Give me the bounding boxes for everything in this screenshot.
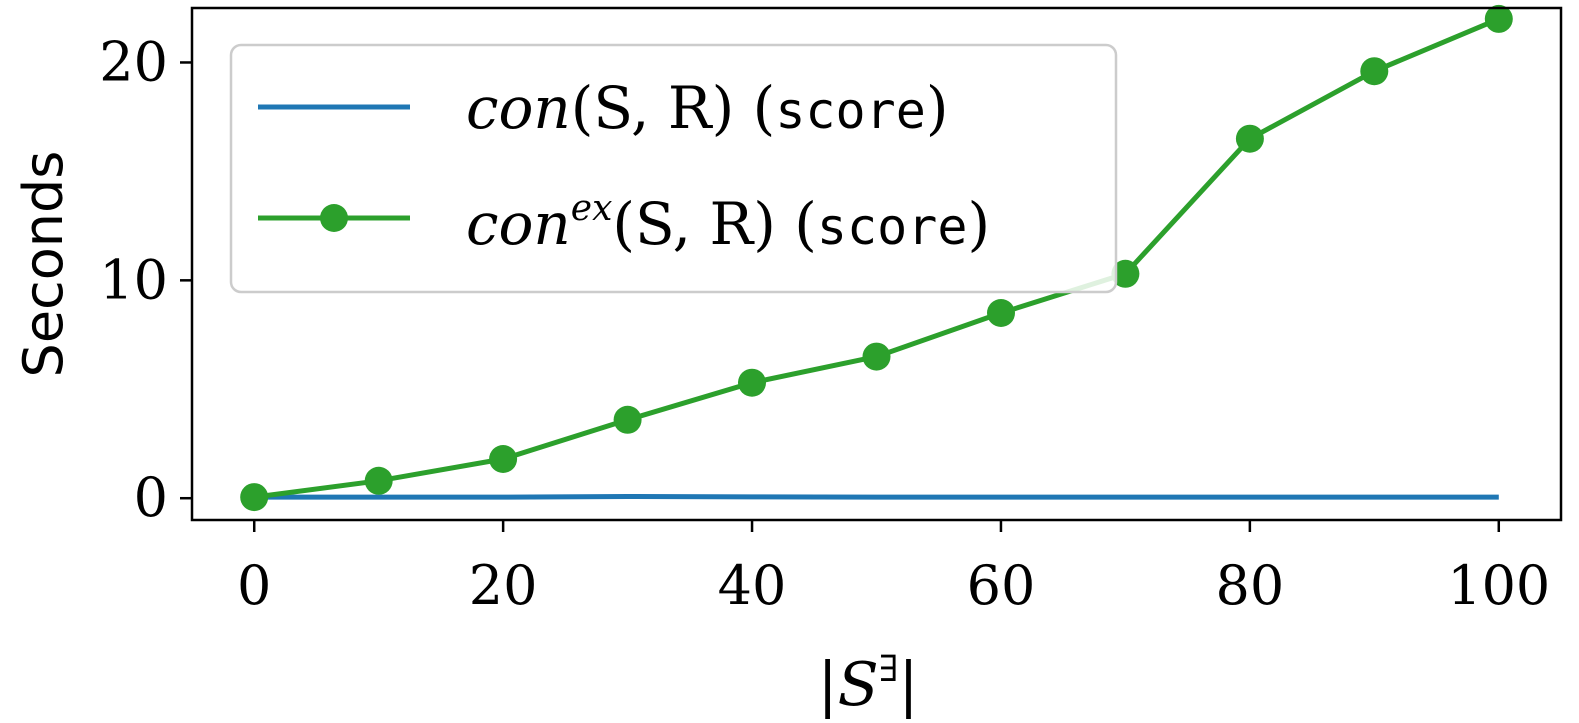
x-axis-title-base: S [838,650,879,720]
y-tick-label: 10 [99,248,168,311]
legend-marker-conex [320,204,348,232]
x-tick-label: 0 [237,554,271,617]
data-point-1-4 [738,368,766,397]
y-axis-title: Seconds [12,151,75,378]
data-point-1-7 [1111,259,1140,288]
legend: con(S, R) (score) conex(S, R) (score) [229,43,1118,294]
x-tick-label: 100 [1447,554,1550,617]
data-point-1-1 [364,466,393,495]
plot-lines [240,4,1513,512]
data-point-1-6 [987,299,1015,327]
x-tick-label: 20 [469,554,538,617]
x-axis-title-superscript: ∃ [879,649,899,690]
legend-label-con: con(S, R) (score) [466,74,948,142]
data-point-1-3 [613,405,642,434]
data-point-1-9 [1360,57,1389,86]
x-tick-label: 80 [1216,554,1285,617]
x-axis-title-bar-right: | [898,650,918,720]
x-axis-title: |S∃| [817,649,918,720]
x-axis-title-bar-left: | [817,650,837,720]
data-point-1-5 [862,342,891,371]
legend-label-conex: conex(S, R) (score) [466,188,990,258]
data-point-1-10 [1484,4,1513,33]
data-point-1-2 [489,445,518,473]
x-tick-label: 40 [718,554,787,617]
data-point-1-0 [240,483,269,512]
legend-box [229,43,1118,294]
series-line-0 [254,494,1499,500]
x-tick-label: 60 [967,554,1036,617]
y-tick-label: 20 [99,30,168,93]
data-point-1-8 [1235,124,1264,153]
y-tick-label: 0 [134,466,168,529]
plot-frame [190,6,1563,522]
axis-ticks: 0 20 40 60 80 100 0 10 20 [99,30,1550,617]
